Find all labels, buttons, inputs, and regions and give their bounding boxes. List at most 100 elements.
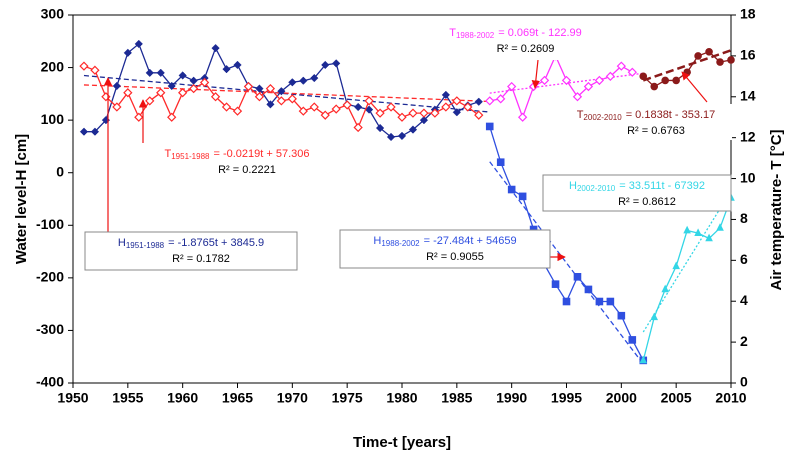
marker [694, 52, 702, 60]
marker [375, 123, 385, 133]
marker [705, 48, 713, 56]
marker [507, 81, 517, 92]
marker [474, 110, 484, 120]
marker [353, 122, 363, 133]
marker [254, 92, 265, 102]
marker [517, 112, 528, 122]
annotation-equation: T2002-2010 = 0.1838t - 353.17 [577, 109, 716, 122]
marker [496, 158, 505, 166]
y2-tick-label: 18 [740, 6, 756, 22]
y-axis-label: Water level-H [cm] [13, 134, 30, 264]
marker [332, 59, 341, 68]
marker [123, 88, 133, 98]
marker [583, 81, 594, 92]
marker [375, 108, 385, 118]
y-tick-label: 300 [41, 6, 65, 22]
annotation-r2: R² = 0.8612 [618, 196, 676, 208]
annotation-r2: R² = 0.1782 [172, 253, 230, 265]
marker [661, 76, 669, 85]
marker [627, 67, 637, 77]
marker [397, 131, 407, 141]
marker [189, 76, 198, 85]
equation-symbol: T [164, 148, 171, 160]
marker [639, 355, 648, 364]
marker [606, 297, 615, 306]
y-tick-label: -200 [36, 269, 64, 285]
marker [90, 65, 100, 75]
marker [299, 76, 308, 85]
marker [211, 43, 220, 53]
marker [287, 94, 297, 104]
marker [233, 60, 242, 70]
marker [112, 81, 122, 91]
marker [594, 75, 605, 86]
annotation-r2: R² = 0.9055 [426, 251, 484, 263]
y-tick-label: -400 [36, 374, 64, 390]
annotation-arrow [531, 59, 540, 89]
marker [705, 233, 713, 242]
marker [222, 64, 231, 74]
marker [265, 83, 276, 94]
x-tick-label: 1960 [167, 390, 198, 406]
marker [617, 311, 626, 320]
x-tick-label: 1985 [441, 390, 472, 406]
marker [310, 73, 319, 83]
marker [441, 90, 451, 100]
annotation-r2: R² = 0.2609 [497, 43, 555, 55]
y-tick-label: 200 [41, 58, 65, 74]
annotation-arrow [681, 71, 708, 103]
annotation-box [128, 143, 346, 180]
x-tick-label: 1965 [222, 390, 253, 406]
annotation-equation: H1951-1988 = -1.8765t + 3845.9 [118, 237, 264, 250]
marker [528, 81, 539, 92]
marker [616, 61, 626, 71]
marker [210, 92, 221, 102]
y2-tick-label: 10 [740, 169, 756, 185]
marker [178, 88, 188, 98]
x-tick-label: 2010 [715, 390, 746, 406]
marker [672, 76, 680, 85]
marker [694, 228, 702, 236]
annotation-box [418, 22, 613, 60]
marker [474, 97, 483, 106]
y-tick-label: -100 [36, 216, 64, 232]
marker [562, 297, 571, 306]
marker [188, 83, 199, 94]
marker [584, 285, 593, 294]
x-tick-label: 1975 [332, 390, 363, 406]
marker [650, 82, 659, 91]
annotation-equation: H1988-2002 = -27.484t + 54659 [373, 235, 516, 248]
marker [276, 96, 287, 106]
marker [650, 312, 659, 321]
marker [123, 48, 132, 58]
marker [408, 125, 418, 134]
y2-tick-label: 12 [740, 128, 756, 144]
annotation-r2: R² = 0.6763 [627, 125, 685, 137]
marker [419, 108, 429, 118]
marker [221, 102, 232, 112]
x-tick-label: 1955 [112, 390, 143, 406]
trend-line [83, 84, 490, 103]
marker [551, 280, 560, 288]
equation-text: = 0.1838t - 353.17 [626, 109, 716, 121]
marker [496, 94, 506, 104]
y-tick-label: 0 [56, 163, 64, 179]
equation-subscript: 1988-2002 [381, 239, 420, 248]
marker [342, 100, 352, 110]
marker [605, 71, 616, 81]
equation-symbol: H [118, 237, 126, 249]
annotation-box [542, 174, 732, 212]
marker [561, 75, 572, 86]
series-line [642, 197, 732, 361]
y2-tick-label: 4 [740, 292, 748, 308]
marker [397, 112, 407, 122]
marker [167, 112, 177, 122]
x-tick-label: 1970 [277, 390, 308, 406]
marker [232, 106, 243, 116]
marker [321, 60, 330, 70]
annotation-box [84, 231, 298, 271]
marker [572, 92, 583, 102]
marker [661, 284, 669, 293]
marker [167, 81, 176, 91]
